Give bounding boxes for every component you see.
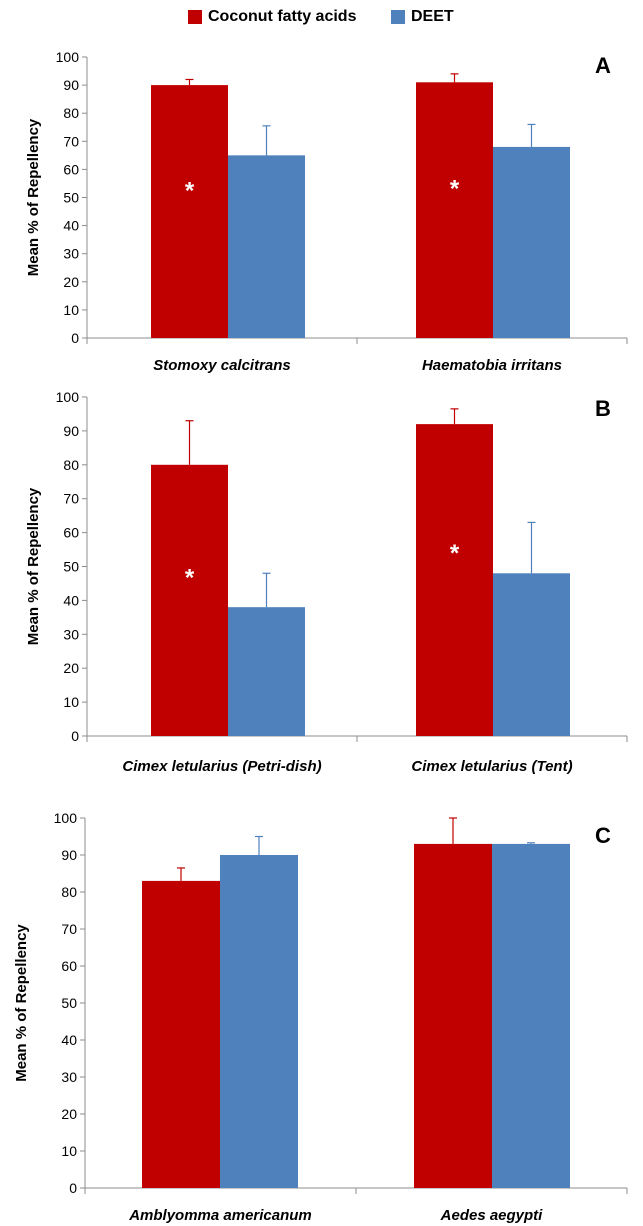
legend-label-deet: DEET xyxy=(411,8,454,25)
panel-a-y-tick-label: 60 xyxy=(63,161,79,177)
panel-a-y-axis-title: Mean % of Repellency xyxy=(25,118,42,276)
panel-c-panel-letter: C xyxy=(595,823,611,848)
panel-b-y-tick-label: 40 xyxy=(63,592,79,608)
panel-b-y-tick-label: 30 xyxy=(63,626,79,642)
legend-label-coconut: Coconut fatty acids xyxy=(208,8,357,25)
panel-b-significance-mark: * xyxy=(185,564,195,591)
panel-b-significance-mark: * xyxy=(450,540,460,567)
panel-a-significance-mark: * xyxy=(185,177,195,204)
panel-a-category-label: Stomoxy calcitrans xyxy=(153,357,291,374)
panel-a-y-tick-label: 70 xyxy=(63,133,79,149)
panel-a-y-tick-label: 80 xyxy=(63,105,79,121)
panel-c-y-tick-label: 0 xyxy=(69,1180,77,1196)
panel-c-bar-deet xyxy=(220,855,298,1188)
panel-b-y-tick-label: 10 xyxy=(63,694,79,710)
panel-c-bar-coconut xyxy=(414,843,492,1188)
legend-swatch-coconut xyxy=(188,10,202,24)
panel-a-bar-deet xyxy=(228,155,305,338)
panel-a-y-tick-label: 90 xyxy=(63,77,79,93)
panel-b-y-tick-label: 100 xyxy=(56,389,80,405)
panel-b-bar-coconut xyxy=(151,464,228,736)
panel-a-category-label: Haematobia irritans xyxy=(422,357,562,374)
panel-b-category-label: Cimex letularius (Tent) xyxy=(411,758,572,775)
panel-c-y-tick-label: 30 xyxy=(61,1069,77,1085)
panel-b-category-label: Cimex letularius (Petri-dish) xyxy=(122,758,321,775)
panel-a-bar-coconut xyxy=(151,85,228,338)
panel-b-y-tick-label: 50 xyxy=(63,559,79,575)
panel-c-y-tick-label: 90 xyxy=(61,847,77,863)
panel-b-y-tick-label: 80 xyxy=(63,457,79,473)
panel-a-significance-mark: * xyxy=(450,176,460,203)
panel-a-y-tick-label: 50 xyxy=(63,190,79,206)
chart-legend: Coconut fatty acids DEET xyxy=(0,0,643,36)
panel-a-y-tick-label: 100 xyxy=(56,49,80,65)
panel-c-bar-deet xyxy=(492,843,570,1188)
panel-c-y-tick-label: 10 xyxy=(61,1143,77,1159)
panel-b-y-tick-label: 0 xyxy=(71,728,79,744)
legend-item-deet: DEET xyxy=(391,8,454,26)
panel-b-y-tick-label: 60 xyxy=(63,525,79,541)
panel-c-y-tick-label: 40 xyxy=(61,1032,77,1048)
panel-c-y-tick-label: 50 xyxy=(61,995,77,1011)
panel-c-y-tick-label: 80 xyxy=(61,884,77,900)
legend-item-coconut: Coconut fatty acids xyxy=(188,8,356,26)
panel-c-y-tick-label: 20 xyxy=(61,1106,77,1122)
panel-a-bar-deet xyxy=(493,146,570,338)
panel-a-y-tick-label: 30 xyxy=(63,246,79,262)
panel-a-y-tick-label: 40 xyxy=(63,218,79,234)
panel-c-y-tick-label: 60 xyxy=(61,958,77,974)
panel-c-category-label: Amblyomma americanum xyxy=(128,1207,312,1224)
panel-b-bar-deet xyxy=(493,573,570,736)
panel-c-y-tick-label: 100 xyxy=(54,810,78,826)
panel-b-y-tick-label: 90 xyxy=(63,423,79,439)
panel-c-bar-coconut xyxy=(142,880,220,1188)
panel-b-y-tick-label: 70 xyxy=(63,491,79,507)
panel-b-y-tick-label: 20 xyxy=(63,660,79,676)
panel-b-bar-coconut xyxy=(416,424,493,736)
panel-c-category-label: Aedes aegypti xyxy=(440,1207,544,1224)
panel-c-y-axis-title: Mean % of Repellency xyxy=(13,924,30,1082)
panel-a-bar-coconut xyxy=(416,82,493,338)
panel-a-y-tick-label: 10 xyxy=(63,302,79,318)
panel-b-panel-letter: B xyxy=(595,396,611,421)
panel-a-panel-letter: A xyxy=(595,53,611,78)
panel-b-bar-deet xyxy=(228,607,305,736)
panel-a-y-tick-label: 20 xyxy=(63,274,79,290)
legend-swatch-deet xyxy=(391,10,405,24)
panel-c-y-tick-label: 70 xyxy=(61,921,77,937)
panel-a-y-tick-label: 0 xyxy=(71,330,79,346)
panel-b-y-axis-title: Mean % of Repellency xyxy=(25,487,42,645)
